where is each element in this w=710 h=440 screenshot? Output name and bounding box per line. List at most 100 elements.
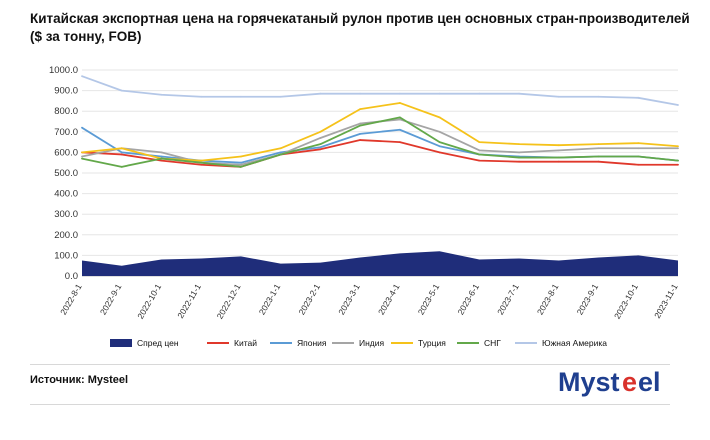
data-point-india <box>359 122 362 125</box>
data-point-china <box>319 148 322 151</box>
data-point-cis <box>438 141 441 143</box>
series-line-cis <box>81 116 679 168</box>
data-point-china <box>359 139 362 141</box>
divider-bottom <box>30 404 670 405</box>
legend-label-south-america: Южная Америка <box>542 338 608 348</box>
data-point-china <box>597 160 600 163</box>
data-point-south-america <box>478 92 481 95</box>
data-point-japan <box>120 151 123 154</box>
data-point-turkey <box>319 130 322 133</box>
x-axis: 2022-8-1 2022-9-1 2022-10-1 2022-11-1 2022-1… <box>58 282 680 321</box>
y-axis: 0.0 100.0 200.0 300.0 400.0 500.0 600.0 700.0 80… <box>49 65 78 282</box>
legend-swatch-turkey <box>391 342 413 344</box>
data-point-japan <box>279 151 282 154</box>
y-tick-label: 700.0 <box>54 127 78 138</box>
chart-title: Китайская экспортная цена на горячекатан… <box>30 11 690 44</box>
series-area-spread <box>82 251 678 276</box>
data-point-cis <box>637 155 640 158</box>
data-point-china <box>120 153 123 156</box>
data-point-china <box>557 160 560 163</box>
x-tick-label: 2023-8-1 <box>535 282 561 317</box>
legend-label-japan: Япония <box>297 338 327 348</box>
data-point-india <box>557 149 560 152</box>
x-tick-label: 2023-4-1 <box>376 282 402 317</box>
spread-area <box>82 251 678 276</box>
data-point-south-america <box>81 75 83 78</box>
data-point-south-america <box>240 95 242 98</box>
data-point-china <box>398 141 401 143</box>
data-point-turkey <box>359 108 362 111</box>
data-point-cis <box>160 157 163 160</box>
x-tick-label: 2022-12-1 <box>215 282 243 321</box>
x-tick-label: 2023-1-1 <box>257 282 283 317</box>
legend: Спред цен Китай Япония Индия Турция СНГ … <box>110 338 670 354</box>
data-point-south-america <box>200 95 203 98</box>
data-point-cis <box>478 153 481 156</box>
data-point-japan <box>81 126 83 129</box>
x-tick-label: 2023-11-1 <box>652 282 680 320</box>
data-point-south-america <box>438 92 441 95</box>
data-point-china <box>518 160 520 163</box>
data-point-india <box>160 151 163 154</box>
data-point-india <box>398 118 401 121</box>
data-point-india <box>677 147 679 150</box>
data-point-turkey <box>518 143 520 146</box>
data-point-south-america <box>637 96 640 99</box>
data-point-turkey <box>279 147 282 150</box>
data-point-japan <box>160 155 163 158</box>
data-point-cis <box>240 165 242 168</box>
data-point-south-america <box>677 104 679 106</box>
x-tick-label: 2022-10-1 <box>135 282 163 321</box>
data-point-india <box>518 151 520 154</box>
legend-item-china: Китай <box>207 338 257 348</box>
data-point-cis <box>359 124 362 127</box>
data-point-india <box>81 155 83 158</box>
data-point-south-america <box>160 93 163 96</box>
legend-swatch-cis <box>457 342 479 344</box>
data-point-china <box>637 163 640 166</box>
data-point-south-america <box>359 92 362 95</box>
data-point-china <box>200 163 203 166</box>
legend-swatch-spread <box>110 339 132 347</box>
x-tick-label: 2023-2-1 <box>296 282 322 317</box>
legend-swatch-china <box>207 342 229 344</box>
data-point-cis <box>398 116 401 119</box>
series-line-south-america <box>81 75 679 106</box>
legend-item-cis: СНГ <box>457 338 501 348</box>
data-point-cis <box>557 156 560 159</box>
svg-text:Myst: Myst <box>558 367 620 397</box>
svg-text:e: e <box>622 367 637 397</box>
data-point-south-america <box>398 92 401 95</box>
divider-top <box>30 364 670 365</box>
y-tick-label: 0.0 <box>65 271 78 282</box>
legend-swatch-india <box>332 342 354 344</box>
data-point-cis <box>518 156 520 159</box>
y-tick-label: 800.0 <box>54 106 78 117</box>
data-point-turkey <box>81 151 83 154</box>
y-tick-label: 500.0 <box>54 168 78 179</box>
legend-label-india: Индия <box>359 338 385 348</box>
x-tick-label: 2022-11-1 <box>175 282 203 320</box>
data-point-south-america <box>597 95 600 98</box>
y-tick-label: 200.0 <box>54 230 78 241</box>
data-point-turkey <box>200 159 203 162</box>
data-point-india <box>240 163 242 166</box>
mysteel-logo: Myst e el <box>558 367 661 397</box>
data-point-india <box>478 149 481 152</box>
data-point-turkey <box>478 141 481 143</box>
data-point-turkey <box>120 147 123 150</box>
grid <box>82 69 678 277</box>
y-tick-label: 300.0 <box>54 209 78 220</box>
x-tick-label: 2022-9-1 <box>98 282 124 317</box>
data-point-japan <box>240 161 242 164</box>
data-point-japan <box>319 146 322 149</box>
legend-label-turkey: Турция <box>418 338 446 348</box>
legend-item-india: Индия <box>332 338 384 348</box>
data-point-south-america <box>120 89 123 92</box>
data-point-japan <box>359 132 362 135</box>
data-point-turkey <box>597 143 600 146</box>
x-tick-label: 2023-6-1 <box>455 282 481 317</box>
legend-item-spread: Спред цен <box>110 338 179 348</box>
data-point-china <box>160 159 163 162</box>
legend-swatch-south-america <box>515 342 537 344</box>
